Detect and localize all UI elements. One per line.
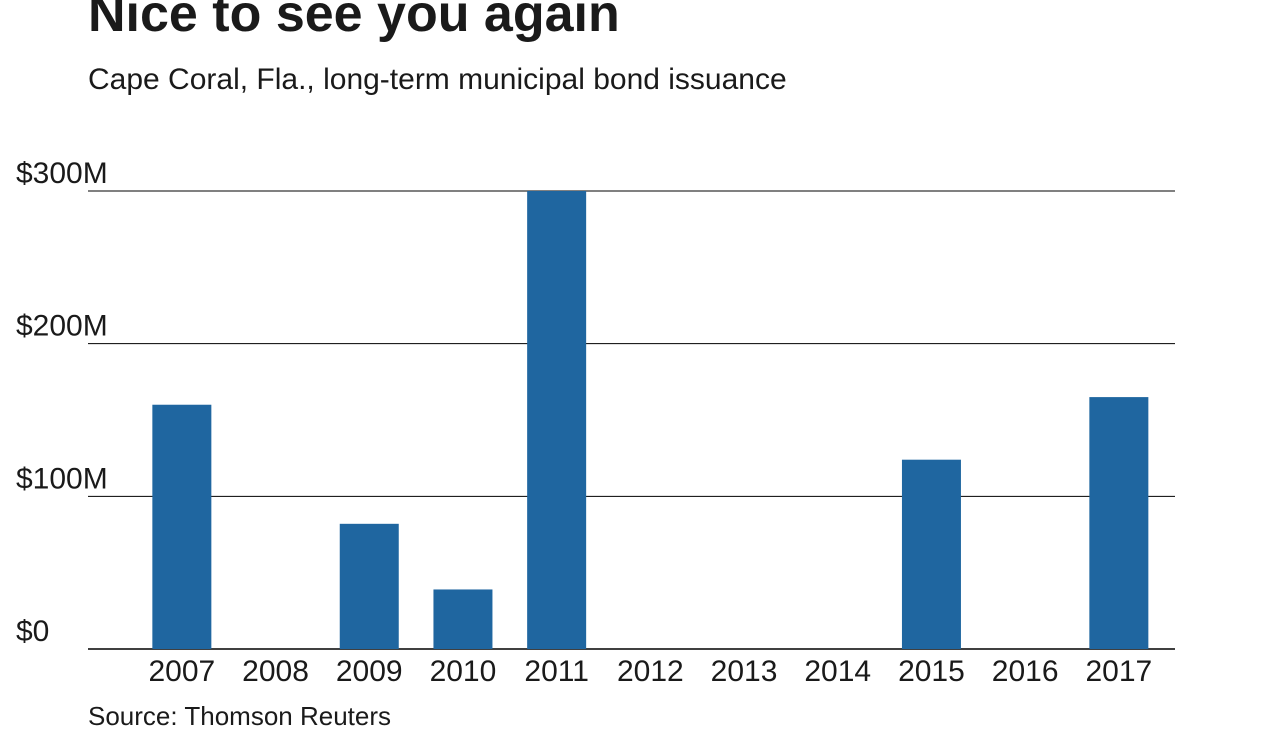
y-tick-label: $0: [16, 615, 49, 648]
x-tick-label: 2007: [148, 655, 215, 688]
x-tick-label: 2015: [898, 655, 965, 688]
chart-title: Nice to see you again: [88, 0, 620, 43]
x-tick-label: 2016: [992, 655, 1059, 688]
x-tick-label: 2014: [804, 655, 871, 688]
x-tick-label: 2009: [336, 655, 403, 688]
bar-2015: [901, 459, 961, 649]
y-tick-label: $300M: [16, 157, 108, 190]
x-tick-label: 2017: [1085, 655, 1152, 688]
source-note: Source: Thomson Reuters: [88, 701, 391, 731]
bar-2007: [152, 404, 212, 649]
bar-2017: [1089, 397, 1149, 649]
x-tick-label: 2010: [430, 655, 497, 688]
x-tick-label: 2008: [242, 655, 309, 688]
gridlines: [88, 190, 1175, 650]
bar-2011: [527, 191, 587, 649]
bar-2009: [339, 523, 399, 649]
y-tick-label: $100M: [16, 462, 108, 495]
x-tick-label: 2012: [617, 655, 684, 688]
chart-subtitle: Cape Coral, Fla., long-term municipal bo…: [88, 63, 787, 96]
y-axis-tick-labels: $0 $100M $200M $300M: [16, 157, 108, 648]
x-tick-label: 2013: [711, 655, 778, 688]
x-axis-tick-labels: 2007 2008 2009 2010 2011 2012 2013 2014 2015 2016…: [148, 655, 1152, 688]
y-tick-label: $200M: [16, 310, 108, 343]
bar-2010: [433, 589, 493, 649]
bar-chart: $0$100M$200M$300M 2007 2008 2009 2010 2011 20…: [16, 157, 1175, 688]
bars: [152, 191, 1149, 649]
x-tick-label: 2011: [524, 655, 589, 688]
